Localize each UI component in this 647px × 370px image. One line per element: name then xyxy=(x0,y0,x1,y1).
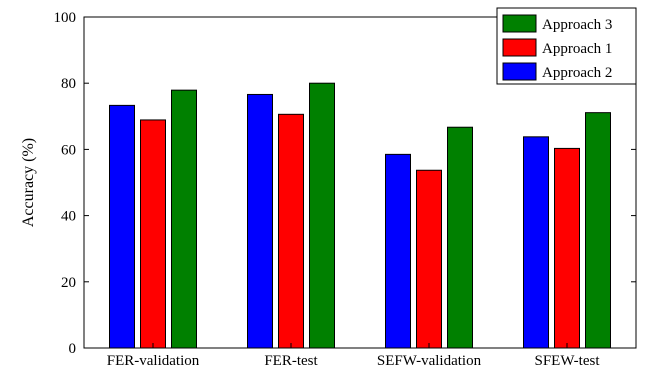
y-tick-label: 60 xyxy=(61,142,76,158)
ticks-layer: 0 20 40 60 80 100 FER-validation FER-test SEFW-v… xyxy=(54,10,636,369)
bar-approach-3 xyxy=(309,82,335,349)
x-tick-label: SEFW-validation xyxy=(377,353,482,369)
bar-approach-3 xyxy=(585,112,611,349)
legend-label: Approach 2 xyxy=(542,65,612,81)
y-tick-label: 100 xyxy=(54,10,77,26)
legend-swatch xyxy=(502,14,537,33)
legend-label: Approach 3 xyxy=(542,17,612,33)
bar-approach-3 xyxy=(447,126,473,349)
legend: Approach 3 Approach 1 Approach 2 xyxy=(496,7,637,85)
bar-approach-2 xyxy=(523,136,549,349)
legend-label: Approach 1 xyxy=(542,41,612,57)
bar-approach-1 xyxy=(140,119,166,349)
plot-area-frame xyxy=(83,16,637,349)
legend-swatch xyxy=(502,38,537,57)
bar-approach-2 xyxy=(109,104,135,349)
y-tick-label: 40 xyxy=(61,209,76,225)
x-tick-label: SFEW-test xyxy=(534,353,600,369)
bar-approach-1 xyxy=(416,169,442,349)
legend-swatch xyxy=(502,62,537,81)
y-axis-label: Accuracy (%) xyxy=(20,138,37,227)
x-tick-label: FER-validation xyxy=(107,353,200,369)
x-tick-label: FER-test xyxy=(264,353,318,369)
bar-approach-1 xyxy=(278,113,304,349)
y-tick-label: 0 xyxy=(69,341,77,357)
bars-layer xyxy=(109,82,611,349)
bar-approach-2 xyxy=(385,153,411,349)
bar-approach-1 xyxy=(554,147,580,349)
bar-approach-3 xyxy=(171,89,197,349)
bar-approach-2 xyxy=(247,93,273,349)
y-tick-label: 20 xyxy=(61,275,76,291)
y-tick-label: 80 xyxy=(61,76,76,92)
